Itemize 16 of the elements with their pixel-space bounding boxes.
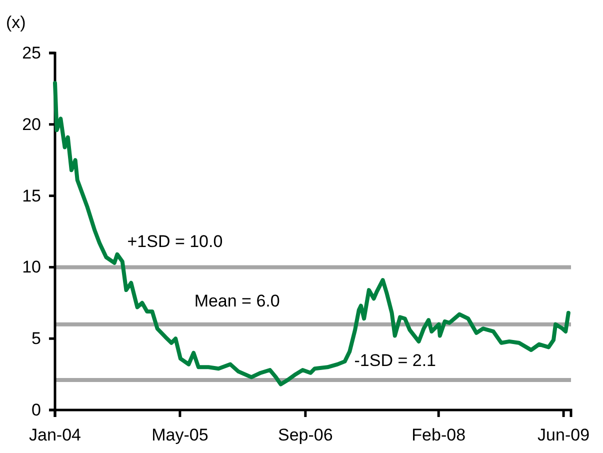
y-axis-title: (x): [6, 13, 26, 32]
y-tick-label: 15: [22, 186, 41, 206]
ref-line-label: Mean = 6.0: [194, 291, 280, 310]
y-tick-label: 25: [22, 43, 41, 62]
x-tick-label: May-05: [152, 425, 208, 444]
x-tick-label: Jan-04: [29, 425, 81, 444]
line-series: [53, 80, 570, 386]
ref-line-label: -1SD = 2.1: [354, 350, 436, 370]
y-tick-label: 0: [32, 400, 41, 420]
y-tick-label: 20: [22, 114, 41, 134]
y-tick-label: 10: [22, 258, 41, 277]
x-tick-label: Feb-08: [412, 425, 466, 444]
x-tick-label: Sep-06: [278, 425, 333, 444]
ref-line-label: +1SD = 10.0: [127, 232, 223, 252]
x-tick-label: Jun-09: [538, 425, 590, 444]
y-tick-label: 5: [32, 329, 41, 348]
